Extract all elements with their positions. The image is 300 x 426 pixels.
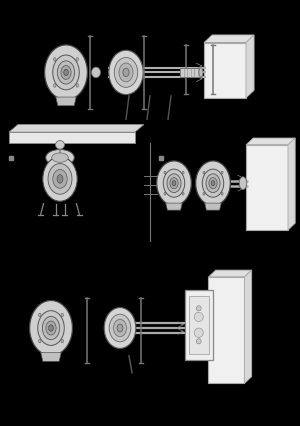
Polygon shape [208, 270, 252, 277]
Ellipse shape [170, 178, 178, 189]
FancyBboxPatch shape [185, 290, 213, 360]
Polygon shape [56, 97, 76, 106]
Ellipse shape [164, 171, 166, 174]
Ellipse shape [76, 58, 78, 61]
Ellipse shape [119, 63, 133, 82]
Ellipse shape [38, 311, 64, 345]
Ellipse shape [203, 171, 205, 174]
Ellipse shape [113, 320, 127, 337]
Ellipse shape [123, 68, 129, 77]
Ellipse shape [109, 50, 143, 95]
Ellipse shape [172, 181, 176, 186]
Ellipse shape [48, 164, 72, 194]
Polygon shape [41, 353, 61, 361]
Ellipse shape [104, 308, 136, 348]
Polygon shape [246, 35, 254, 98]
Ellipse shape [57, 175, 63, 183]
Ellipse shape [52, 153, 68, 162]
Ellipse shape [221, 171, 223, 174]
Ellipse shape [203, 192, 205, 195]
Ellipse shape [42, 317, 60, 340]
Ellipse shape [61, 66, 71, 79]
Ellipse shape [53, 55, 79, 90]
Ellipse shape [163, 169, 185, 197]
Ellipse shape [211, 181, 215, 186]
Ellipse shape [92, 67, 100, 78]
Polygon shape [166, 203, 182, 210]
Ellipse shape [54, 84, 56, 87]
Ellipse shape [117, 324, 123, 332]
Ellipse shape [54, 58, 56, 61]
Ellipse shape [202, 169, 224, 197]
Ellipse shape [46, 150, 74, 166]
Ellipse shape [56, 141, 64, 149]
Ellipse shape [206, 174, 220, 193]
Ellipse shape [57, 61, 75, 84]
Ellipse shape [43, 157, 77, 201]
Ellipse shape [53, 170, 67, 188]
Ellipse shape [182, 171, 184, 174]
Polygon shape [9, 132, 135, 143]
FancyBboxPatch shape [189, 296, 208, 354]
Polygon shape [45, 45, 87, 100]
Ellipse shape [164, 192, 166, 195]
Ellipse shape [46, 321, 56, 335]
Ellipse shape [61, 340, 63, 343]
Polygon shape [9, 124, 144, 132]
Ellipse shape [114, 58, 138, 87]
Ellipse shape [239, 177, 247, 190]
Ellipse shape [196, 339, 201, 344]
Ellipse shape [209, 178, 217, 189]
Polygon shape [204, 35, 254, 43]
Ellipse shape [109, 314, 131, 342]
Polygon shape [157, 161, 191, 205]
Ellipse shape [61, 313, 63, 317]
Polygon shape [246, 138, 295, 145]
Ellipse shape [182, 192, 184, 195]
Polygon shape [205, 203, 221, 210]
Polygon shape [288, 138, 295, 230]
Polygon shape [244, 270, 252, 383]
Ellipse shape [196, 306, 201, 311]
Polygon shape [30, 300, 72, 356]
Ellipse shape [194, 312, 203, 322]
Ellipse shape [39, 313, 41, 317]
Ellipse shape [76, 84, 78, 87]
Ellipse shape [221, 192, 223, 195]
FancyBboxPatch shape [208, 277, 244, 383]
Polygon shape [196, 161, 230, 205]
FancyBboxPatch shape [180, 68, 201, 77]
Ellipse shape [39, 340, 41, 343]
Ellipse shape [49, 325, 53, 331]
Ellipse shape [199, 68, 203, 77]
Ellipse shape [64, 69, 68, 75]
FancyBboxPatch shape [246, 145, 288, 230]
Ellipse shape [167, 174, 181, 193]
FancyBboxPatch shape [204, 43, 246, 98]
Ellipse shape [194, 328, 203, 337]
